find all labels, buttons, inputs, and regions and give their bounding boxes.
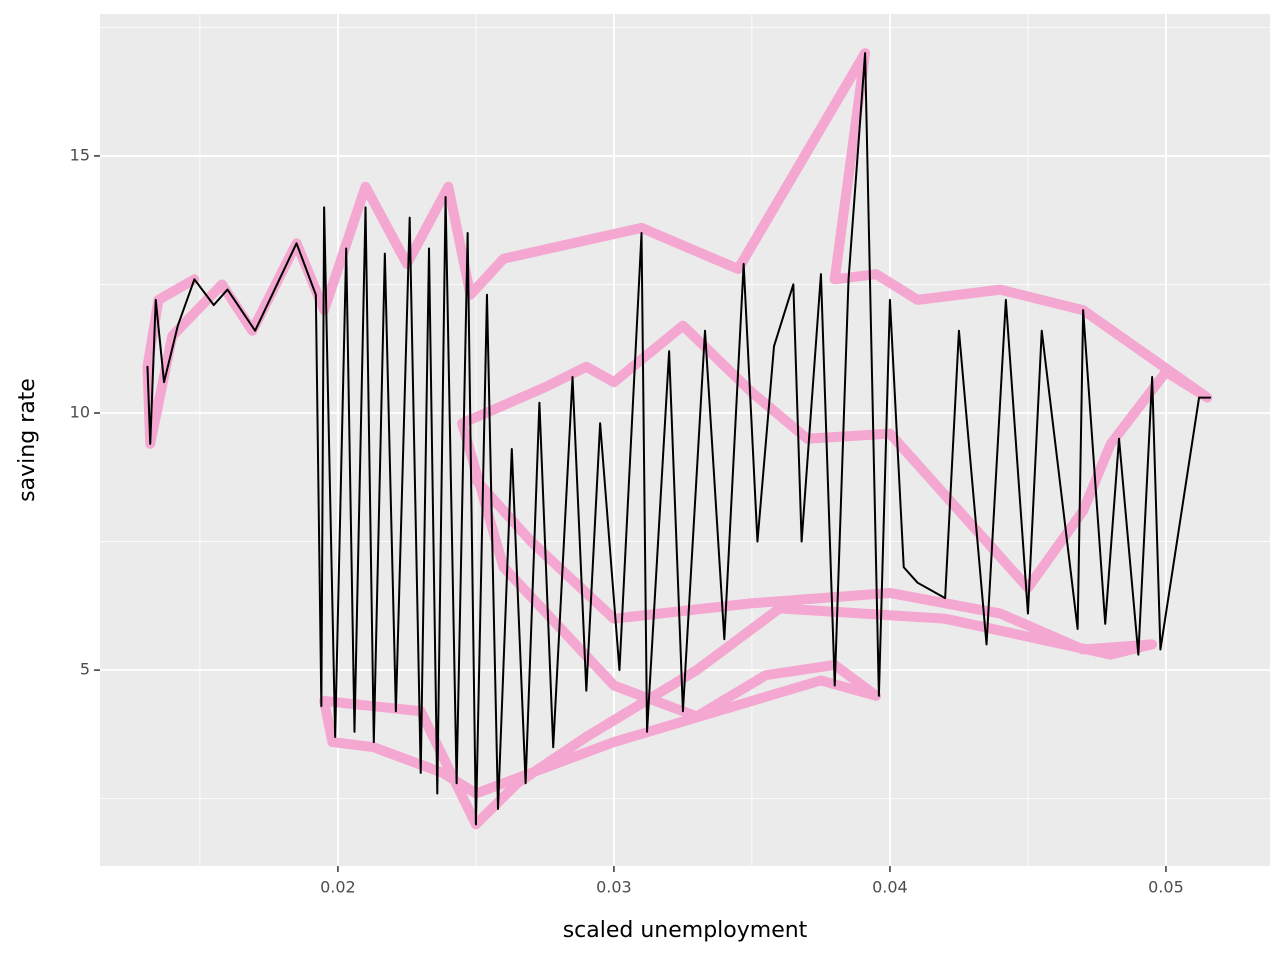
x-axis-title: scaled unemployment [563,918,808,943]
y-tick-label: 15 [70,145,90,164]
y-axis-title: saving rate [15,378,40,502]
x-tick-label: 0.02 [320,878,356,897]
x-tick-label: 0.04 [872,878,908,897]
panel [100,14,1270,866]
y-tick-label: 5 [80,660,90,679]
series-line [146,52,1212,826]
x-tick-label: 0.05 [1148,878,1184,897]
y-tick-label: 10 [70,403,90,422]
x-tick-label: 0.03 [596,878,632,897]
series-line [142,48,1213,830]
marks [142,48,1213,830]
axes: 0.02 0.03 0.04 0.05 5 10 15 [70,145,1184,896]
